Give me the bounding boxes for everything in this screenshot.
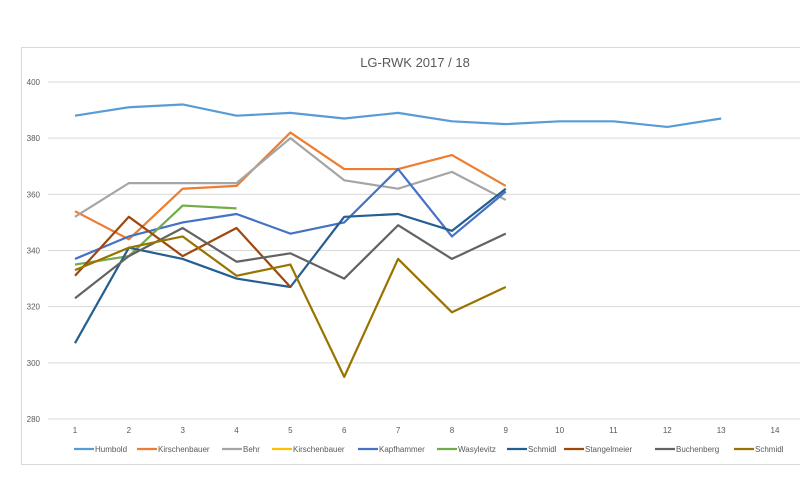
legend-label: Kapfhammer xyxy=(379,445,425,454)
series-line xyxy=(74,224,507,300)
x-tick-label: 10 xyxy=(555,426,564,435)
legend-label: Kirschenbauer xyxy=(158,445,210,454)
y-tick-label: 380 xyxy=(27,134,41,143)
legend-label: Schmidl xyxy=(755,445,784,454)
x-tick-label: 13 xyxy=(717,426,726,435)
x-tick-label: 3 xyxy=(180,426,185,435)
legend-label: Humbold xyxy=(95,445,127,454)
x-tick-label: 1 xyxy=(73,426,78,435)
series-line xyxy=(74,131,507,241)
chart-frame xyxy=(21,47,800,465)
legend-label: Behr xyxy=(243,445,260,454)
x-tick-label: 4 xyxy=(234,426,239,435)
y-tick-label: 320 xyxy=(27,303,41,312)
legend-label: Schmidl xyxy=(528,445,557,454)
series-line xyxy=(74,235,507,378)
x-tick-label: 8 xyxy=(450,426,455,435)
legend-label: Stangelmeier xyxy=(585,445,632,454)
chart-title: LG-RWK 2017 / 18 xyxy=(360,55,470,70)
series-line xyxy=(74,137,507,218)
series-line xyxy=(74,215,292,288)
x-tick-label: 14 xyxy=(771,426,780,435)
y-tick-label: 340 xyxy=(27,247,41,256)
x-tick-label: 11 xyxy=(609,426,618,435)
x-tick-label: 5 xyxy=(288,426,293,435)
y-tick-label: 280 xyxy=(27,415,41,424)
x-tick-label: 12 xyxy=(663,426,672,435)
series-line xyxy=(74,204,237,266)
legend-label: Wasylevitz xyxy=(458,445,496,454)
series-line xyxy=(74,167,507,260)
legend-label: Buchenberg xyxy=(676,445,719,454)
y-tick-label: 360 xyxy=(27,190,41,199)
y-tick-label: 400 xyxy=(27,78,41,87)
series-line xyxy=(74,103,722,129)
x-tick-label: 6 xyxy=(342,426,347,435)
y-tick-label: 300 xyxy=(27,359,41,368)
x-tick-label: 2 xyxy=(127,426,132,435)
legend-label: Kirschenbauer xyxy=(293,445,345,454)
x-tick-label: 7 xyxy=(396,426,401,435)
x-tick-label: 9 xyxy=(504,426,509,435)
